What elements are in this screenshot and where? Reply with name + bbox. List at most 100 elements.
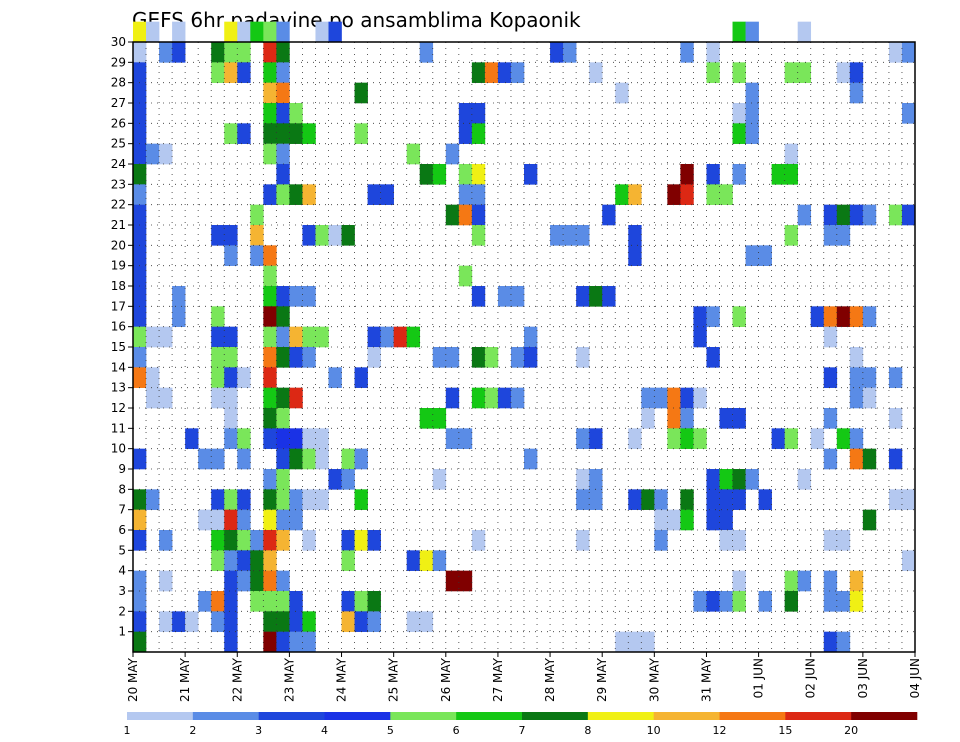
heatmap-cell xyxy=(823,570,838,592)
heatmap-cell xyxy=(471,164,486,185)
heatmap-cell xyxy=(849,62,864,83)
heatmap-cell xyxy=(172,306,186,327)
heatmap-cell xyxy=(667,408,681,429)
heatmap-cell xyxy=(849,367,864,388)
heatmap-cell xyxy=(471,387,486,409)
heatmap-cell xyxy=(289,611,303,632)
heatmap-cell xyxy=(211,62,225,83)
heatmap-cell xyxy=(706,489,720,510)
heatmap-cell xyxy=(133,326,147,348)
heatmap-cell xyxy=(367,326,381,348)
heatmap-cell xyxy=(836,62,851,83)
heatmap-cell xyxy=(276,489,290,510)
heatmap-cell xyxy=(693,306,707,327)
chart-title: GEFS 6hr padavine po ansamblima Kopaonik xyxy=(132,8,581,32)
x-tick-label: 03 JUN xyxy=(856,658,870,698)
heatmap-cell xyxy=(133,82,147,104)
heatmap-cell xyxy=(146,143,160,165)
heatmap-cell xyxy=(263,387,277,409)
heatmap-cell xyxy=(849,428,864,449)
heatmap-cell xyxy=(237,550,251,571)
x-tick-label: 29 MAY xyxy=(595,657,609,702)
heatmap-cell xyxy=(133,631,147,653)
heatmap-cell xyxy=(641,631,655,653)
heatmap-cell xyxy=(276,42,290,63)
heatmap-cell xyxy=(432,347,447,368)
heatmap-cells xyxy=(133,21,916,653)
heatmap-cell xyxy=(133,21,147,43)
heatmap-cell xyxy=(302,286,316,307)
heatmap-cell xyxy=(654,530,668,551)
colorbar-label: 15 xyxy=(778,724,792,737)
heatmap-cell xyxy=(237,62,251,83)
heatmap-cell xyxy=(406,143,421,165)
heatmap-cell xyxy=(367,184,381,205)
heatmap-cell xyxy=(159,611,173,632)
heatmap-cell xyxy=(211,225,225,246)
heatmap-cell xyxy=(276,184,290,205)
heatmap-cell xyxy=(862,306,877,327)
colorbar-label: 12 xyxy=(713,724,727,737)
heatmap-cell xyxy=(654,387,668,409)
heatmap-cell xyxy=(745,469,759,490)
heatmap-cell xyxy=(172,286,186,307)
heatmap-cell xyxy=(263,489,277,510)
heatmap-cell xyxy=(484,347,499,368)
heatmap-cell xyxy=(719,469,733,490)
heatmap-cell xyxy=(146,387,160,409)
heatmap-cell xyxy=(315,21,329,43)
y-tick-label: 22 xyxy=(111,198,126,212)
heatmap-cell xyxy=(797,204,812,226)
heatmap-cell xyxy=(497,286,512,307)
heatmap-cell xyxy=(263,123,277,144)
heatmap-cell xyxy=(849,448,864,470)
heatmap-cell xyxy=(745,123,759,144)
heatmap-cell xyxy=(289,347,303,368)
heatmap-cell xyxy=(888,204,903,226)
heatmap-cell xyxy=(224,225,238,246)
y-tick-label: 11 xyxy=(111,421,126,435)
heatmap-cell xyxy=(589,428,603,449)
heatmap-cell xyxy=(732,489,746,510)
heatmap-cell xyxy=(237,428,251,449)
heatmap-cell xyxy=(289,286,303,307)
heatmap-cell xyxy=(276,326,290,348)
heatmap-cell xyxy=(901,489,916,510)
heatmap-cell xyxy=(706,469,720,490)
y-tick-label: 30 xyxy=(111,35,126,49)
heatmap-cell xyxy=(524,448,538,470)
heatmap-cell xyxy=(849,204,864,226)
heatmap-cell xyxy=(302,448,316,470)
colorbar-label: 2 xyxy=(189,724,196,737)
heatmap-cell xyxy=(211,326,225,348)
heatmap-cell xyxy=(133,184,147,205)
x-tick-label: 04 JUN xyxy=(908,658,922,698)
y-tick-label: 29 xyxy=(111,55,126,69)
heatmap-cell xyxy=(784,428,798,449)
y-tick-label: 12 xyxy=(111,401,126,415)
heatmap-cell xyxy=(901,550,916,571)
heatmap-cell xyxy=(797,62,812,83)
colorbar-swatch xyxy=(522,712,589,720)
heatmap-cell xyxy=(133,530,147,551)
heatmap-cell xyxy=(823,631,838,653)
heatmap-cell xyxy=(471,103,486,124)
heatmap-cell xyxy=(276,428,290,449)
heatmap-cell xyxy=(836,530,851,551)
heatmap-cell xyxy=(393,326,407,348)
heatmap-cell xyxy=(302,347,316,368)
heatmap-cell xyxy=(732,408,746,429)
heatmap-cell xyxy=(224,611,238,632)
heatmap-cell xyxy=(693,591,707,612)
heatmap-cell xyxy=(797,21,812,43)
heatmap-cell xyxy=(888,408,903,429)
heatmap-cell xyxy=(888,448,903,470)
heatmap-cell xyxy=(250,204,264,226)
heatmap-cell xyxy=(510,286,525,307)
heatmap-cell xyxy=(133,204,147,226)
heatmap-cell xyxy=(289,591,303,612)
heatmap-cell xyxy=(849,570,864,592)
heatmap-cell xyxy=(380,184,394,205)
heatmap-cell xyxy=(263,62,277,83)
heatmap-cell xyxy=(419,164,434,185)
